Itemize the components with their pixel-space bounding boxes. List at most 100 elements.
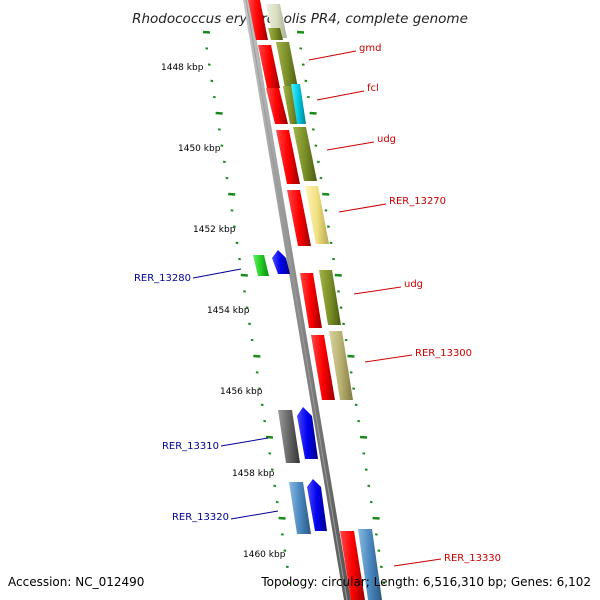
gene-features (248, 0, 382, 600)
position-tick (248, 322, 251, 326)
position-tick (258, 387, 262, 390)
gene-block-rer-13300[interactable] (329, 331, 353, 400)
gene-block-rer-13270[interactable] (305, 186, 329, 244)
position-tick (349, 371, 353, 374)
position-ticks (202, 30, 386, 585)
position-tick (337, 290, 340, 293)
position-tick (243, 290, 246, 293)
position-tick (334, 273, 342, 277)
position-tick (212, 95, 216, 99)
gene-label-gmd[interactable]: gmd (359, 43, 381, 54)
gene-label-rer-13330[interactable]: RER_13330 (444, 553, 501, 564)
position-tick (319, 176, 323, 180)
position-tick (329, 241, 333, 245)
position-tick (362, 452, 366, 455)
gene-label-udg-2[interactable]: udg (404, 279, 423, 290)
gene-block-fcl-red[interactable] (266, 88, 288, 124)
position-tick (205, 47, 209, 50)
position-tick (288, 581, 292, 585)
position-tick (314, 144, 318, 147)
kbp-label-1448: 1448 kbp (161, 63, 204, 73)
gene-labels: gmd fcl udg RER_13270 RER_13280 udg RER_… (134, 43, 501, 567)
kbp-label-1458: 1458 kbp (232, 469, 275, 479)
gene-block-13300-red[interactable] (311, 335, 335, 400)
gene-block-top-red[interactable] (248, 0, 268, 40)
gene-label-rer-13270[interactable]: RER_13270 (389, 196, 446, 207)
position-tick (327, 225, 330, 228)
kbp-label-1450: 1450 kbp (178, 144, 221, 154)
position-tick (364, 468, 368, 471)
kbp-label-1452: 1452 kbp (193, 225, 236, 235)
position-tick (230, 209, 234, 212)
position-tick (260, 403, 264, 407)
position-tick (273, 484, 277, 488)
position-tick (228, 192, 236, 196)
position-tick (285, 565, 289, 569)
position-tick (301, 63, 305, 66)
position-tick (357, 419, 361, 423)
position-tick (207, 63, 211, 66)
position-tick (367, 484, 371, 488)
gene-label-rer-13310[interactable]: RER_13310 (162, 441, 219, 452)
position-tick (245, 306, 249, 309)
gene-block-rer-13280[interactable] (272, 250, 290, 274)
position-tick (265, 435, 274, 439)
kbp-scale: 1448 kbp 1450 kbp 1452 kbp 1454 kbp 1456… (161, 63, 286, 560)
position-tick (379, 565, 383, 569)
kbp-label-1460: 1460 kbp (243, 550, 286, 560)
position-tick (304, 79, 308, 83)
gene-block-fcl[interactable] (291, 84, 306, 124)
gene-label-udg[interactable]: udg (377, 134, 396, 145)
gene-block-13320-steel[interactable] (289, 482, 311, 534)
gene-block-top-olive[interactable] (268, 28, 283, 40)
position-tick (225, 176, 229, 180)
position-tick (233, 225, 236, 228)
gene-label-rer-13280[interactable]: RER_13280 (134, 273, 191, 284)
position-tick (275, 500, 279, 504)
position-tick (352, 387, 356, 390)
position-tick (342, 322, 345, 326)
position-tick (283, 549, 287, 552)
gene-block-udg2-red[interactable] (300, 273, 322, 328)
gene-block-13310-gray[interactable] (278, 410, 300, 463)
gene-block-rer-13330[interactable] (358, 529, 382, 600)
position-tick (210, 79, 214, 83)
position-tick (359, 435, 368, 439)
position-tick (316, 160, 320, 164)
position-tick (306, 95, 310, 99)
position-tick (255, 371, 259, 374)
gene-block-rer-13320[interactable] (307, 479, 327, 531)
position-tick (270, 468, 274, 471)
position-tick (215, 111, 223, 115)
gene-block-gmd[interactable] (276, 42, 298, 88)
gene-label-rer-13300[interactable]: RER_13300 (415, 348, 472, 359)
position-tick (296, 30, 305, 34)
gene-label-fcl[interactable]: fcl (367, 83, 379, 94)
position-tick (374, 533, 378, 536)
gene-block-udg-2[interactable] (319, 270, 341, 325)
position-tick (235, 241, 239, 245)
position-tick (354, 403, 358, 407)
position-tick (280, 533, 284, 536)
gene-block-13330-red[interactable] (340, 531, 365, 600)
position-tick (238, 257, 241, 261)
gene-block-rer-13310[interactable] (297, 407, 318, 459)
position-tick (382, 581, 386, 585)
position-tick (369, 500, 373, 504)
position-tick (332, 257, 335, 261)
gene-block-udg-red[interactable] (276, 130, 300, 184)
position-tick (278, 516, 286, 520)
position-tick (222, 160, 226, 164)
position-tick (377, 549, 381, 552)
gene-block-udg[interactable] (293, 127, 317, 181)
position-tick (322, 192, 330, 196)
position-tick (344, 338, 348, 342)
position-tick (250, 338, 254, 342)
gene-label-rer-13320[interactable]: RER_13320 (172, 512, 229, 523)
gene-block-gmd-red[interactable] (258, 45, 280, 88)
gene-block-13270-red[interactable] (287, 190, 311, 246)
position-tick (220, 144, 224, 147)
gene-block-rer-13280-green[interactable] (253, 255, 269, 276)
position-tick (253, 354, 261, 358)
